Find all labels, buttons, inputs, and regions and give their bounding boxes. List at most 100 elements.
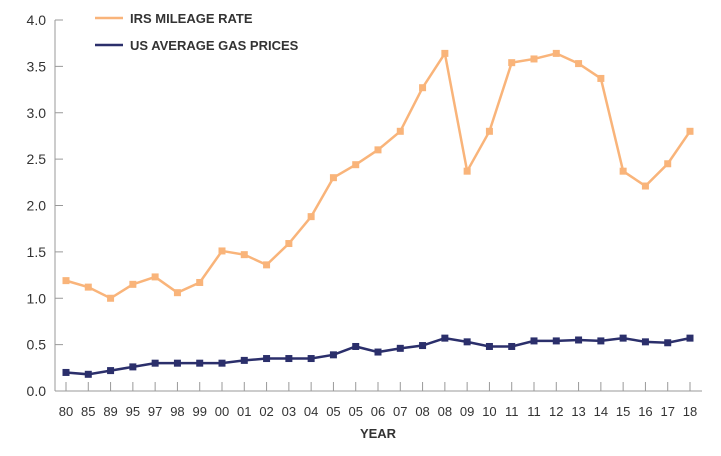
data-point [419,84,427,92]
data-point [463,167,471,175]
data-point [552,337,560,345]
data-point [196,278,204,286]
data-point [485,127,493,135]
x-tick-label: 17 [660,404,674,419]
legend-label: IRS MILEAGE RATE [130,11,253,26]
data-point [641,182,649,190]
x-tick-label: 95 [126,404,140,419]
data-point [285,240,293,248]
x-tick-label: 08 [415,404,429,419]
y-tick-label: 2.5 [27,151,47,167]
x-tick-label: 11 [527,404,541,419]
data-point [129,363,137,371]
data-point [84,370,92,378]
data-point [329,351,337,359]
x-tick-label: 12 [549,404,563,419]
x-tick-label: 11 [505,404,519,419]
x-tick-label: 01 [237,404,251,419]
data-point [619,334,627,342]
data-point [552,49,560,57]
data-point [62,277,70,285]
x-tick-label: 97 [148,404,162,419]
x-tick-label: 08 [438,404,452,419]
data-point [530,337,538,345]
data-point [575,60,583,68]
data-point [84,283,92,291]
data-point [307,355,315,363]
data-point [419,342,427,350]
x-tick-label: 03 [282,404,296,419]
data-point [530,55,538,63]
data-point [218,359,226,367]
legend: IRS MILEAGE RATE US AVERAGE GAS PRICES [95,11,299,53]
data-point [107,367,115,375]
x-tick-label: 05 [348,404,362,419]
data-point [463,338,471,346]
x-tick-label: 02 [259,404,273,419]
data-point [151,359,159,367]
data-point [285,355,293,363]
x-tick-label: 10 [482,404,496,419]
data-point [485,342,493,350]
x-tick-label: 85 [81,404,95,419]
data-point [374,348,382,356]
y-tick-label: 1.0 [27,290,47,306]
series-line [65,336,691,376]
data-point [107,294,115,302]
series-line [65,50,692,300]
x-tick-label: 98 [170,404,184,419]
data-point [173,289,181,297]
y-tick-label: 2.0 [27,198,47,214]
x-tick-label: 80 [59,404,73,419]
data-point [597,74,605,82]
y-tick-label: 3.0 [27,105,47,121]
data-point [664,160,672,168]
data-point [352,161,360,169]
data-point [240,251,248,259]
y-tick-label: 0.5 [27,337,47,353]
data-point [329,174,337,182]
data-point [508,59,516,67]
data-point [597,337,605,345]
x-tick-label: 16 [638,404,652,419]
data-point [508,342,516,350]
legend-label: US AVERAGE GAS PRICES [130,38,299,53]
data-point [129,280,137,288]
x-axis-label: YEAR [360,426,397,441]
data-point [575,336,583,344]
data-point [374,146,382,154]
x-tick-label: 07 [393,404,407,419]
data-point [664,339,672,347]
x-tick-label: 14 [594,404,608,419]
data-point [307,213,315,221]
y-tick-label: 4.0 [27,12,47,28]
data-point [641,338,649,346]
axes: 0.0 0.5 1.0 1.5 2.0 2.5 3.0 3.5 4.0 80 85 89 95 97 98 9… [27,12,702,419]
data-point [441,49,449,57]
x-tick-label: 89 [103,404,117,419]
y-tick-label: 0.0 [27,383,47,399]
series-group [62,49,694,378]
data-point [352,342,360,350]
data-point [396,127,404,135]
x-tick-label: 15 [616,404,630,419]
x-tick-label: 99 [192,404,206,419]
data-point [263,355,271,363]
x-tick-label: 04 [304,404,318,419]
x-tick-label: 13 [571,404,585,419]
data-point [441,334,449,342]
data-point [396,344,404,352]
x-tick-label: 00 [215,404,229,419]
data-point [686,334,694,342]
data-point [263,261,271,269]
data-point [62,368,70,376]
data-point [173,359,181,367]
data-point [240,356,248,364]
x-tick-label: 18 [683,404,697,419]
data-point [686,127,694,135]
y-tick-label: 1.5 [27,244,47,260]
data-point [218,247,226,255]
x-tick-label: 06 [371,404,385,419]
x-tick-label: 09 [460,404,474,419]
